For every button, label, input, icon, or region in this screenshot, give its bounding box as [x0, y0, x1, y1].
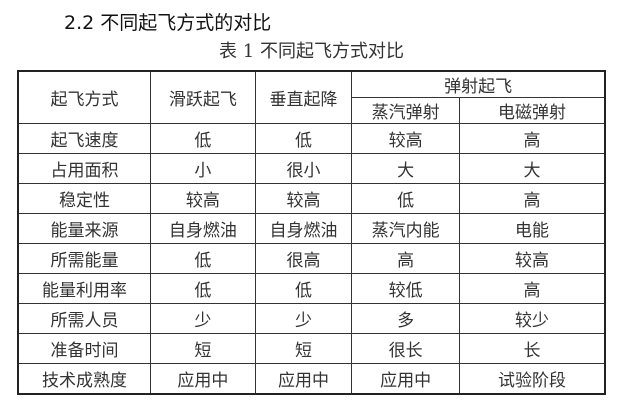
row-label-cell: 稳定性	[17, 183, 152, 214]
table-cell: 大	[458, 153, 606, 184]
table-row: 能量利用率低低较低高	[17, 273, 606, 304]
row-label-cell: 能量来源	[17, 213, 152, 244]
header-cell: 起飞方式	[17, 70, 152, 124]
table-row: 所需能量低很高高较高	[17, 243, 606, 274]
table-row: 技术成熟度 应用中 应用中 应用中 试验阶段	[17, 363, 606, 395]
table-cell: 较高	[351, 123, 460, 154]
row-label-cell: 技术成熟度	[17, 363, 152, 395]
header-cell: 滑跃起飞	[150, 70, 256, 124]
section-heading: 2.2 不同起飞方式的对比	[64, 12, 272, 34]
table-cell: 自身燃油	[254, 213, 353, 244]
table-cell: 较高	[254, 183, 353, 214]
table-cell: 低	[254, 123, 353, 154]
table-caption: 表 1 不同起飞方式对比	[219, 41, 404, 62]
header-cell: 弹射起飞	[351, 70, 606, 98]
row-label-cell: 能量利用率	[17, 273, 152, 304]
table-cell: 应用中	[254, 363, 353, 395]
clipped-previous-line	[40, 0, 310, 4]
row-label-cell: 所需能量	[17, 243, 152, 274]
table-row: 占用面积小很小大大	[17, 153, 606, 184]
table-cell: 高	[458, 273, 606, 304]
table-cell: 很小	[254, 153, 353, 184]
table-cell: 少	[150, 303, 256, 334]
header-cell: 垂直起降	[254, 70, 353, 124]
table-cell: 高	[351, 243, 460, 274]
table-cell: 多	[351, 303, 460, 334]
table-cell: 高	[458, 123, 606, 154]
header-subrow: 蒸汽弹射 电磁弹射	[18, 97, 606, 124]
table-row: 稳定性 较高 较高低高	[17, 183, 606, 214]
table-cell: 低	[150, 273, 256, 304]
comparison-table: 起飞方式 滑跃起飞 垂直起降 弹射起飞 蒸汽弹射 电磁弹射 起飞速度低低较高高占…	[17, 70, 606, 395]
table-cell: 应用中	[150, 363, 256, 395]
table-cell: 短	[150, 333, 256, 364]
table-cell: 低	[150, 123, 256, 154]
table-cell: 蒸汽内能	[351, 213, 460, 244]
table-cell: 低	[254, 273, 353, 304]
table-cell: 少	[254, 303, 353, 334]
table-cell: 较高	[150, 183, 256, 214]
table-cell: 长	[458, 333, 606, 364]
table-cell: 很高	[254, 243, 353, 274]
table-cell: 应用中	[351, 363, 460, 395]
table-cell: 低	[351, 183, 460, 214]
table-cell: 电能	[458, 213, 606, 244]
header-cell: 蒸汽弹射	[351, 97, 460, 124]
table-cell: 小	[150, 153, 256, 184]
table-row: 能量来源 自身燃油 自身燃油 蒸汽内能 电能	[17, 213, 606, 244]
table-cell: 较低	[351, 273, 460, 304]
table-cell: 低	[150, 243, 256, 274]
row-label-cell: 占用面积	[17, 153, 152, 184]
table-cell: 自身燃油	[150, 213, 256, 244]
row-label-cell: 准备时间	[17, 333, 152, 364]
table-row: 起飞速度低低较高高	[17, 123, 606, 154]
row-label-cell: 所需人员	[17, 303, 152, 334]
table-cell: 较少	[458, 303, 606, 334]
table-cell: 很长	[351, 333, 460, 364]
header-cell: 电磁弹射	[458, 97, 606, 124]
table-cell: 大	[351, 153, 460, 184]
row-label-cell: 起飞速度	[17, 123, 152, 154]
table-row: 准备时间短短很长长	[17, 333, 606, 364]
table-cell: 试验阶段	[458, 363, 606, 395]
table-cell: 较高	[458, 243, 606, 274]
table-row: 所需人员少少多较少	[17, 303, 606, 334]
header-row: 起飞方式 滑跃起飞 垂直起降 弹射起飞	[17, 70, 606, 124]
table-cell: 短	[254, 333, 353, 364]
table-cell: 高	[458, 183, 606, 214]
